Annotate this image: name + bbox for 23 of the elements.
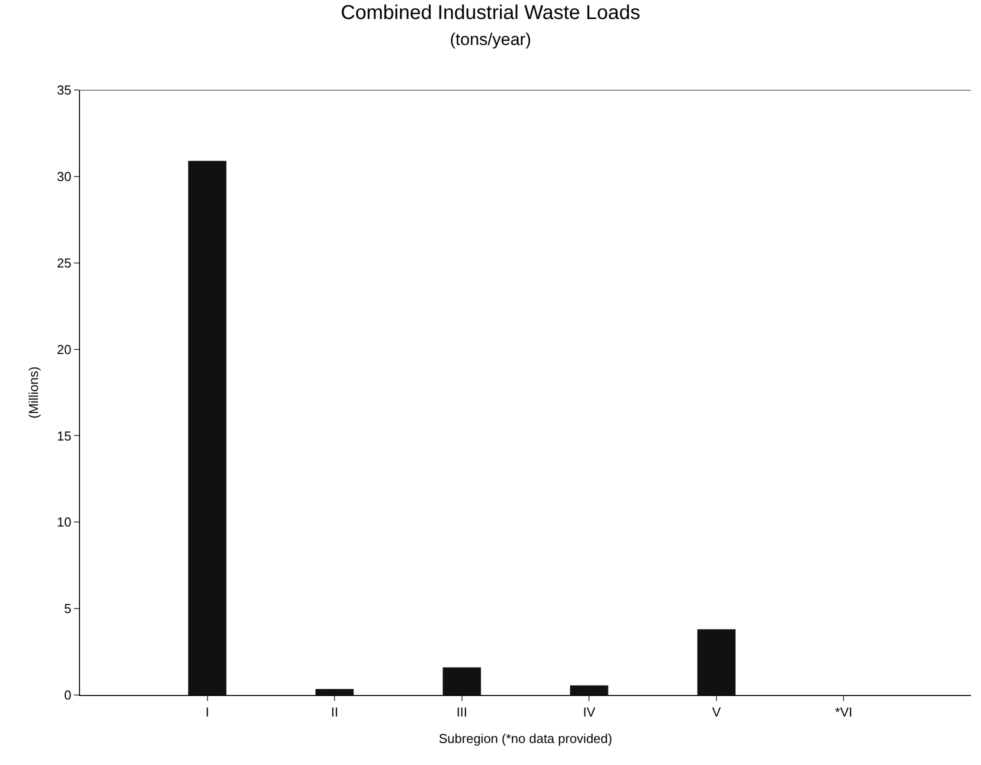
bar bbox=[442, 667, 481, 695]
chart-subtitle: (tons/year) bbox=[450, 30, 532, 50]
x-tick-label: V bbox=[712, 704, 722, 720]
bar bbox=[188, 160, 226, 695]
y-tick-label: 35 bbox=[56, 82, 72, 98]
y-tick-label: 25 bbox=[56, 255, 72, 270]
x-tick-label: I bbox=[205, 704, 210, 720]
y-axis-title: (Millions) bbox=[26, 366, 41, 418]
y-tick-label: 20 bbox=[56, 342, 72, 357]
y-tick-label: 0 bbox=[64, 688, 72, 703]
x-tick-label: III bbox=[456, 704, 468, 720]
bar bbox=[570, 685, 608, 695]
y-tick-label: 10 bbox=[56, 514, 72, 530]
bar bbox=[315, 688, 354, 695]
x-tick-label: *VI bbox=[835, 704, 852, 720]
y-tick-label: 5 bbox=[64, 601, 72, 616]
bar bbox=[697, 629, 736, 695]
x-tick-label: IV bbox=[582, 704, 596, 720]
x-axis-title: Subregion (*no data provided) bbox=[438, 731, 612, 746]
x-tick-label: II bbox=[330, 704, 338, 720]
y-tick-label: 30 bbox=[56, 168, 72, 184]
chart-title: Combined Industrial Waste Loads bbox=[340, 2, 640, 24]
y-tick-label: 15 bbox=[56, 428, 72, 444]
